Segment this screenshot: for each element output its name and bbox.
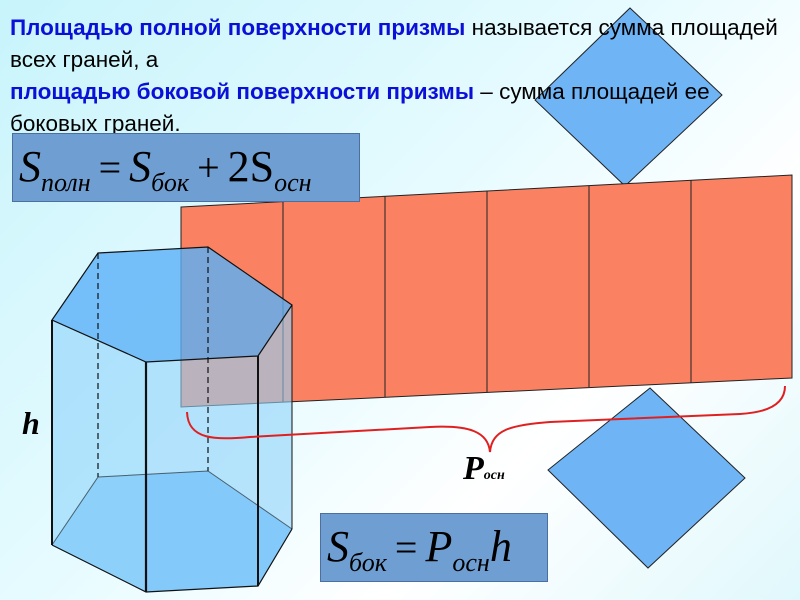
- hexagonal-prism: [51, 246, 293, 593]
- formula-full-surface: Sполн = Sбок +2Sосн: [12, 133, 360, 202]
- definition-text: Площадью полной поверхности призмы назыв…: [10, 15, 778, 136]
- height-label: h: [22, 405, 40, 441]
- perimeter-brace: [186, 385, 786, 453]
- net-face-dividers: [282, 180, 692, 402]
- term-lateral-surface: площадью боковой поверхности призмы: [10, 79, 475, 104]
- formula-lateral-surface: Sбок = Pоснh: [320, 513, 548, 582]
- perimeter-label: Pосн: [463, 450, 505, 487]
- term-full-surface: Площадью полной поверхности призмы: [10, 15, 466, 40]
- net-bottom-base: [547, 387, 746, 569]
